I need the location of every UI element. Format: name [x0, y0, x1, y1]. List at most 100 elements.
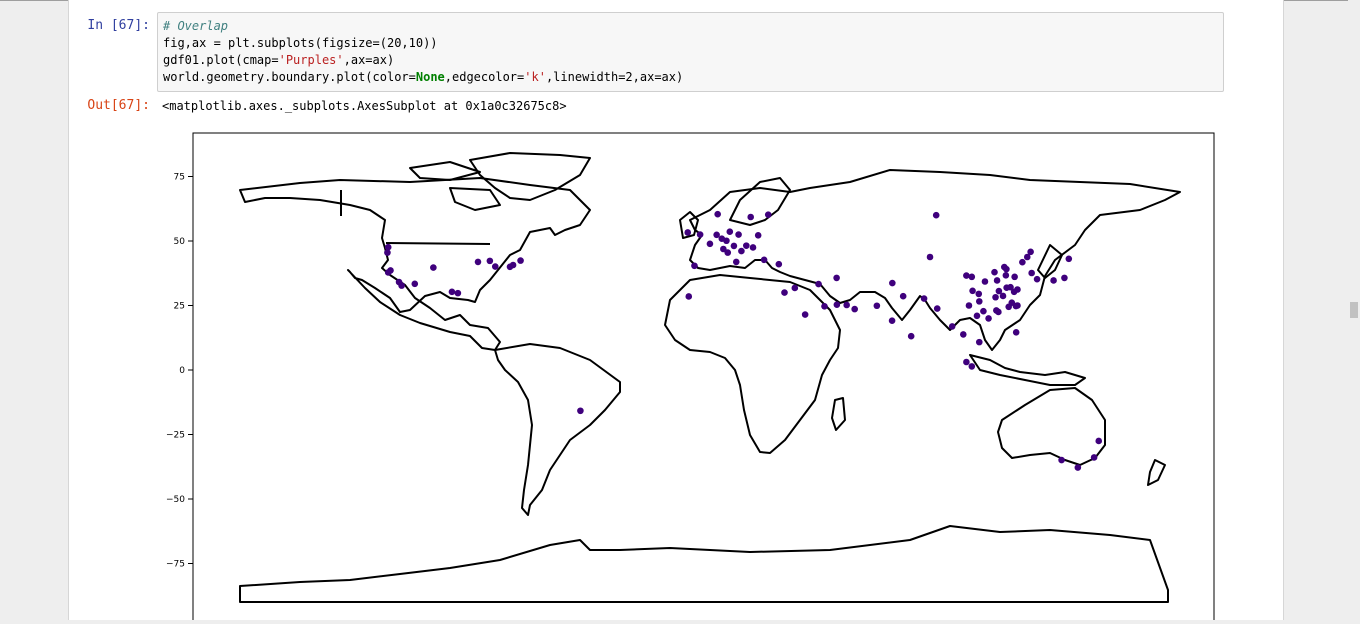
data-point — [384, 249, 391, 256]
data-point — [975, 298, 983, 305]
data-point — [907, 332, 915, 340]
code-text: gdf01.plot(cmap= — [163, 53, 279, 67]
british-isles-outline — [679, 211, 699, 239]
data-point — [968, 273, 976, 281]
data-point — [1095, 437, 1103, 445]
data-point — [448, 288, 456, 296]
data-point — [985, 315, 992, 322]
data-point — [975, 290, 983, 298]
input-prompt: In [67]: — [87, 18, 150, 33]
data-point — [430, 264, 437, 271]
data-point — [948, 323, 956, 330]
code-text: fig,ax = plt.subplots(figsize=(20,10)) — [163, 36, 438, 50]
data-point — [873, 302, 881, 310]
data-point — [764, 211, 772, 218]
data-point — [723, 237, 730, 245]
data-point — [724, 249, 732, 256]
data-point — [747, 213, 754, 221]
data-point — [685, 293, 693, 300]
data-point — [387, 267, 394, 274]
axes-frame — [192, 132, 1215, 624]
data-point — [1003, 265, 1010, 273]
code-line-4: world.geometry.boundary.plot(color=None,… — [163, 69, 1223, 86]
data-point — [801, 311, 809, 318]
code-text: ,linewidth=2,ax=ax) — [545, 70, 684, 84]
data-point — [1014, 302, 1021, 309]
data-point — [993, 277, 1001, 284]
data-point — [933, 305, 941, 312]
data-point — [1028, 269, 1035, 277]
data-point — [821, 302, 828, 310]
data-point — [398, 282, 405, 289]
data-point — [963, 358, 970, 366]
y-tick-label: −75 — [166, 560, 185, 570]
data-point — [1090, 454, 1098, 461]
data-point — [969, 287, 976, 295]
australia-outline — [997, 387, 1106, 466]
code-text: ,ax=ax) — [343, 53, 395, 67]
data-point — [920, 295, 928, 302]
data-point — [775, 260, 783, 268]
data-point — [1050, 277, 1057, 284]
country-boundaries — [239, 152, 1181, 603]
data-point — [491, 263, 499, 270]
data-point — [411, 280, 419, 288]
data-point — [1019, 258, 1026, 266]
data-point — [973, 312, 981, 320]
y-tick-label: −50 — [166, 495, 185, 505]
y-tick-label: 25 — [174, 302, 185, 312]
data-point — [991, 268, 998, 276]
data-point — [1033, 275, 1041, 283]
code-string: 'k' — [524, 70, 546, 84]
data-point — [815, 280, 822, 288]
code-line-3: gdf01.plot(cmap='Purples',ax=ax) — [163, 52, 1223, 69]
data-point — [384, 243, 392, 251]
data-point — [1065, 255, 1073, 263]
data-point — [517, 257, 524, 264]
data-point — [833, 301, 841, 309]
canada-arctic-islands — [409, 161, 501, 211]
data-point — [995, 287, 1003, 295]
data-point — [889, 279, 896, 287]
data-point — [760, 256, 768, 264]
code-text: ,edgecolor= — [444, 70, 525, 84]
data-point — [696, 231, 704, 238]
south-america-outline — [494, 343, 621, 516]
code-cell-editor[interactable]: # Overlap fig,ax = plt.subplots(figsize=… — [157, 12, 1224, 92]
data-point — [963, 272, 970, 279]
data-point — [888, 317, 896, 325]
antarctica-outline — [239, 525, 1169, 603]
madagascar-outline — [831, 397, 846, 431]
data-point — [899, 292, 907, 300]
plot-output: 75 50 25 0 −25 −50 −75 — [150, 120, 1270, 624]
us-canada-border — [385, 242, 491, 245]
data-point — [781, 289, 788, 296]
data-point — [684, 229, 692, 236]
data-point — [965, 302, 973, 309]
output-prompt: Out[67]: — [87, 98, 150, 113]
data-point — [1011, 273, 1018, 281]
y-tick-label: 50 — [174, 237, 186, 247]
data-point — [732, 258, 740, 266]
data-point — [706, 240, 714, 248]
data-point — [1003, 284, 1010, 291]
data-point — [486, 257, 494, 265]
data-point — [577, 407, 584, 415]
data-point — [959, 331, 967, 338]
data-point — [738, 247, 745, 255]
page-scrollbar[interactable] — [1348, 0, 1360, 620]
data-point — [749, 244, 757, 251]
north-america-outline — [239, 177, 591, 351]
data-point — [992, 293, 999, 301]
data-point — [833, 274, 840, 282]
data-point — [509, 261, 517, 269]
world-map-plot: 75 50 25 0 −25 −50 −75 — [166, 132, 1215, 624]
data-point — [851, 305, 858, 313]
africa-outline — [664, 274, 841, 454]
scandinavia-outline — [729, 177, 791, 226]
data-point — [720, 245, 727, 253]
data-points — [384, 210, 1103, 471]
data-point — [1012, 329, 1020, 336]
output-text: <matplotlib.axes._subplots.AxesSubplot a… — [162, 99, 567, 113]
scrollbar-thumb[interactable] — [1350, 302, 1358, 318]
